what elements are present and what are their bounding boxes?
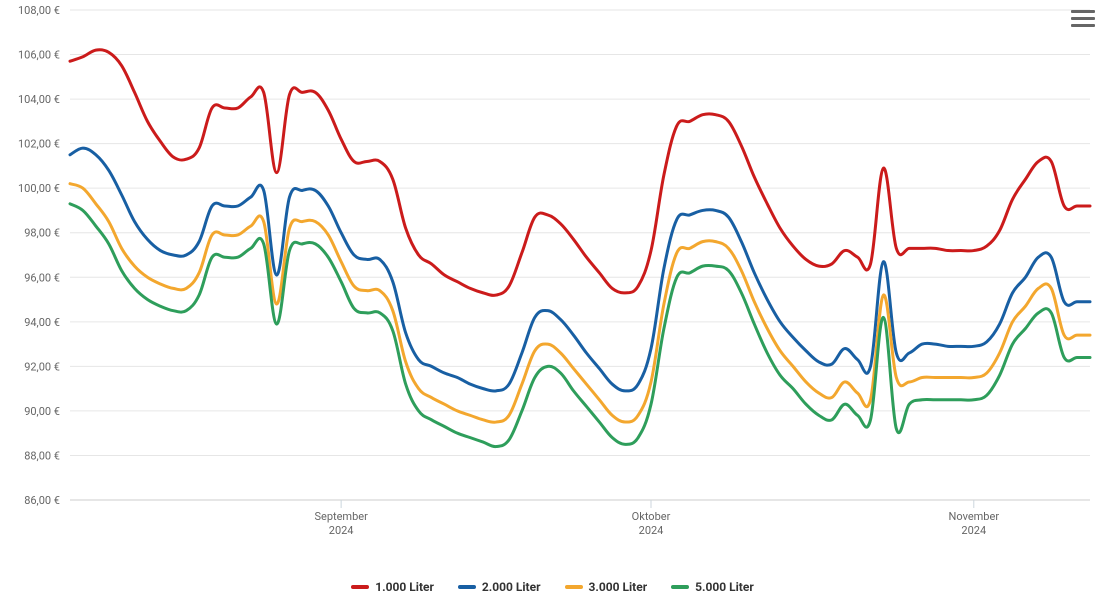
chart-canvas: 86,00 € 88,00 € 90,00 € 92,00 € 94,00 € 96,00… — [0, 0, 1105, 602]
legend-label: 2.000 Liter — [482, 580, 541, 594]
legend-item[interactable]: 5.000 Liter — [671, 580, 754, 594]
y-axis-tick-label: 102,00 € — [18, 138, 60, 151]
y-axis-tick-label: 98,00 € — [24, 227, 60, 240]
series-line — [70, 204, 1090, 447]
y-axis-tick-label: 88,00 € — [24, 449, 60, 462]
y-axis-tick-label: 90,00 € — [24, 405, 60, 418]
legend-swatch — [351, 585, 369, 589]
legend-label: 3.000 Liter — [589, 580, 648, 594]
y-axis-tick-label: 104,00 € — [18, 93, 60, 106]
y-axis-tick-label: 86,00 € — [24, 494, 60, 507]
hamburger-icon — [1071, 10, 1095, 13]
x-axis-tick-label: November — [949, 510, 1000, 523]
legend-item[interactable]: 3.000 Liter — [565, 580, 648, 594]
legend-swatch — [671, 585, 689, 589]
y-axis-tick-label: 92,00 € — [24, 360, 60, 373]
legend-label: 5.000 Liter — [695, 580, 754, 594]
y-axis-tick-label: 106,00 € — [18, 49, 60, 62]
series-line — [70, 148, 1090, 391]
series-line — [70, 50, 1090, 296]
chart-legend: 1.000 Liter 2.000 Liter 3.000 Liter 5.000 L… — [0, 578, 1105, 594]
y-axis-tick-label: 96,00 € — [24, 271, 60, 284]
legend-swatch — [458, 585, 476, 589]
price-chart: 86,00 € 88,00 € 90,00 € 92,00 € 94,00 € 96,00… — [0, 0, 1105, 602]
legend-swatch — [565, 585, 583, 589]
y-axis-tick-label: 94,00 € — [24, 316, 60, 329]
x-axis-tick-sublabel: 2024 — [639, 524, 664, 537]
x-axis-tick-label: Oktober — [632, 510, 671, 523]
x-axis-tick-label: September — [314, 510, 368, 523]
chart-menu-button[interactable] — [1071, 6, 1095, 30]
y-axis-tick-label: 108,00 € — [18, 4, 60, 17]
legend-item[interactable]: 1.000 Liter — [351, 580, 434, 594]
series-line — [70, 184, 1090, 423]
x-axis-tick-sublabel: 2024 — [961, 524, 986, 537]
legend-label: 1.000 Liter — [375, 580, 434, 594]
legend-item[interactable]: 2.000 Liter — [458, 580, 541, 594]
x-axis-tick-sublabel: 2024 — [329, 524, 354, 537]
y-axis-tick-label: 100,00 € — [18, 182, 60, 195]
